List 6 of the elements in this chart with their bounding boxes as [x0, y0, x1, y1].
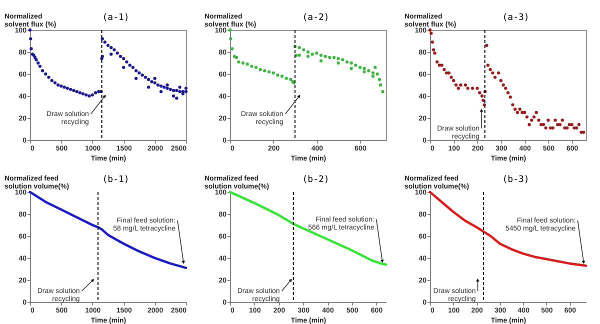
chart-title: (a-3)	[502, 13, 530, 23]
chart-title: (b-1)	[102, 175, 130, 185]
chart-title: (a-2)	[302, 13, 330, 23]
chart-title: (b-2)	[302, 175, 330, 185]
chart-title: (a-1)	[102, 13, 130, 23]
chart-title: (b-3)	[502, 175, 530, 185]
